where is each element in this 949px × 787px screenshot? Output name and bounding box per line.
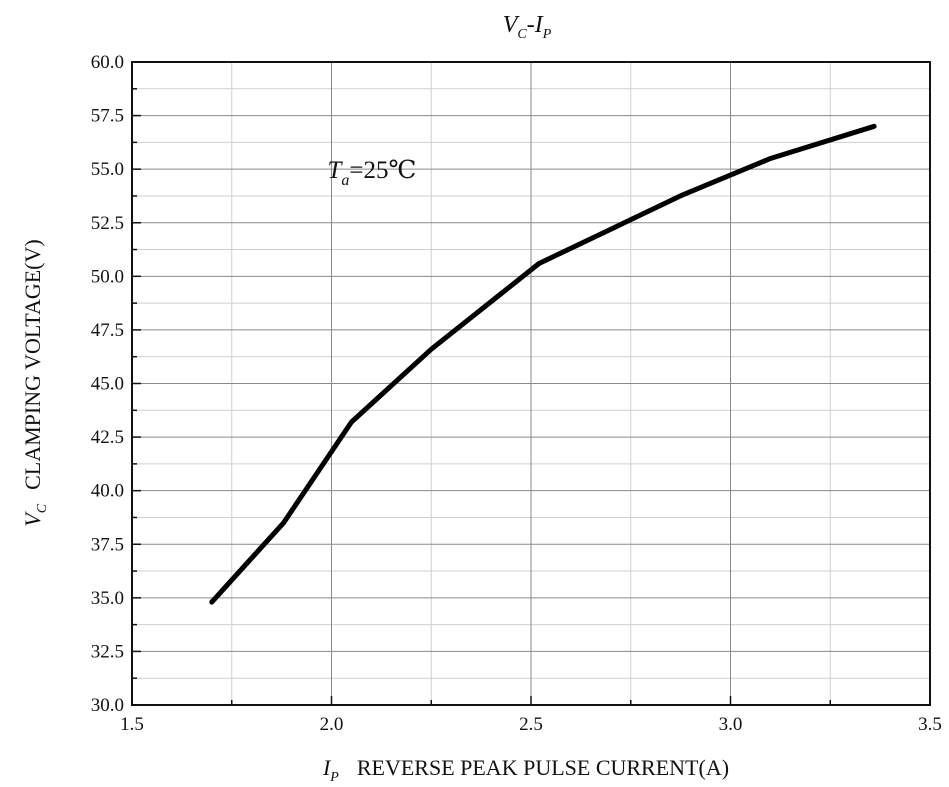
temperature-annotation: Ta=25℃ bbox=[328, 157, 417, 189]
y-tick-label: 60.0 bbox=[91, 52, 124, 73]
y-tick-label: 32.5 bbox=[91, 641, 124, 662]
x-tick-label: 2.5 bbox=[519, 714, 543, 735]
y-tick-label: 50.0 bbox=[91, 266, 124, 287]
x-tick-label: 3.0 bbox=[719, 714, 743, 735]
series-layer bbox=[209, 123, 877, 605]
grid bbox=[132, 62, 930, 705]
x-tick-labels: 1.5 2.0 2.5 3.0 3.5 bbox=[120, 714, 942, 735]
x-tick-label: 3.5 bbox=[918, 714, 942, 735]
y-tick-label: 47.5 bbox=[91, 320, 124, 341]
y-tick-label: 42.5 bbox=[91, 427, 124, 448]
y-tick-label: 52.5 bbox=[91, 213, 124, 234]
y-tick-labels: 30.0 32.5 35.0 37.5 40.0 42.5 45.0 47.5 50.0 52.5… bbox=[91, 52, 124, 716]
y-tick-label: 30.0 bbox=[91, 695, 124, 716]
x-axis-label: IP REVERSE PEAK PULSE CURRENT(A) bbox=[322, 755, 729, 785]
y-tick-label: 40.0 bbox=[91, 481, 124, 502]
y-tick-label: 45.0 bbox=[91, 374, 124, 395]
y-tick-label: 37.5 bbox=[91, 534, 124, 555]
y-tick-label: 35.0 bbox=[91, 588, 124, 609]
y-axis-label: VCCLAMPING VOLTAGE(V) bbox=[20, 239, 50, 526]
y-tick-label: 55.0 bbox=[91, 159, 124, 180]
y-tick-label: 57.5 bbox=[91, 106, 124, 127]
tick-marks bbox=[131, 61, 931, 706]
x-tick-label: 1.5 bbox=[120, 714, 144, 735]
series-line bbox=[209, 123, 877, 605]
x-tick-label: 2.0 bbox=[320, 714, 344, 735]
chart-title: VC-IP bbox=[503, 12, 552, 42]
